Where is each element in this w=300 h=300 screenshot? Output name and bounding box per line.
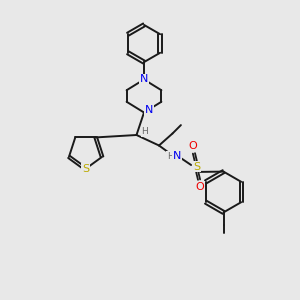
- Text: S: S: [82, 164, 89, 174]
- Text: O: O: [196, 182, 205, 192]
- Text: N: N: [140, 74, 148, 85]
- Text: H: H: [142, 127, 148, 136]
- Text: H: H: [167, 152, 173, 161]
- Text: S: S: [193, 161, 200, 172]
- Text: N: N: [173, 151, 181, 161]
- Text: O: O: [188, 141, 197, 152]
- Text: N: N: [145, 105, 154, 115]
